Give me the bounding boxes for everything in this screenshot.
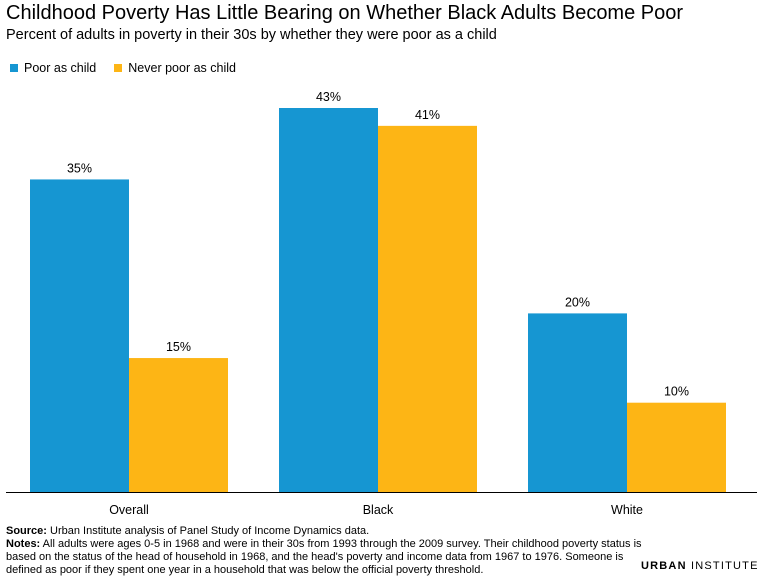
x-tick-label-overall: Overall xyxy=(109,503,149,517)
data-label-white-never-poor: 10% xyxy=(664,385,689,399)
legend-swatch-poor xyxy=(10,64,18,72)
source-label: Source: xyxy=(6,525,47,537)
bar-chart: 35% 15% Overall 43% 41% Black 20% 10% White xyxy=(6,90,757,517)
notes-label: Notes: xyxy=(6,538,41,550)
data-label-black-never-poor: 41% xyxy=(415,108,440,122)
data-label-white-poor: 20% xyxy=(565,295,590,309)
bar-black-poor xyxy=(279,108,378,492)
legend-item-never-poor: Never poor as child xyxy=(114,61,236,75)
bar-black-never-poor xyxy=(378,125,477,492)
data-label-black-poor: 43% xyxy=(316,90,341,104)
chart-subtitle: Percent of adults in poverty in their 30… xyxy=(6,27,497,43)
bar-white-poor xyxy=(528,313,627,492)
data-label-overall-never-poor: 15% xyxy=(166,340,191,354)
x-tick-label-black: Black xyxy=(363,503,394,517)
x-tick-label-white: White xyxy=(611,503,643,517)
urban-institute-logo: URBAN INSTITUTE xyxy=(641,560,759,572)
legend: Poor as child Never poor as child xyxy=(10,61,254,75)
source-text: Urban Institute analysis of Panel Study … xyxy=(46,525,370,537)
footer-notes: Source: Urban Institute analysis of Pane… xyxy=(6,525,646,577)
legend-label-never-poor: Never poor as child xyxy=(128,61,236,75)
legend-swatch-never-poor xyxy=(114,64,123,72)
source-line: Source: Urban Institute analysis of Pane… xyxy=(6,525,646,538)
legend-item-poor: Poor as child xyxy=(10,61,96,75)
chart-title: Childhood Poverty Has Little Bearing on … xyxy=(6,2,684,24)
bar-white-never-poor xyxy=(627,402,726,492)
notes-text: All adults were ages 0-5 in 1968 and wer… xyxy=(6,538,642,576)
bar-overall-poor xyxy=(30,179,129,492)
legend-label-poor: Poor as child xyxy=(24,61,97,75)
notes-line: Notes: All adults were ages 0-5 in 1968 … xyxy=(6,538,646,577)
data-label-overall-poor: 35% xyxy=(67,161,92,175)
bar-overall-never-poor xyxy=(129,358,228,492)
